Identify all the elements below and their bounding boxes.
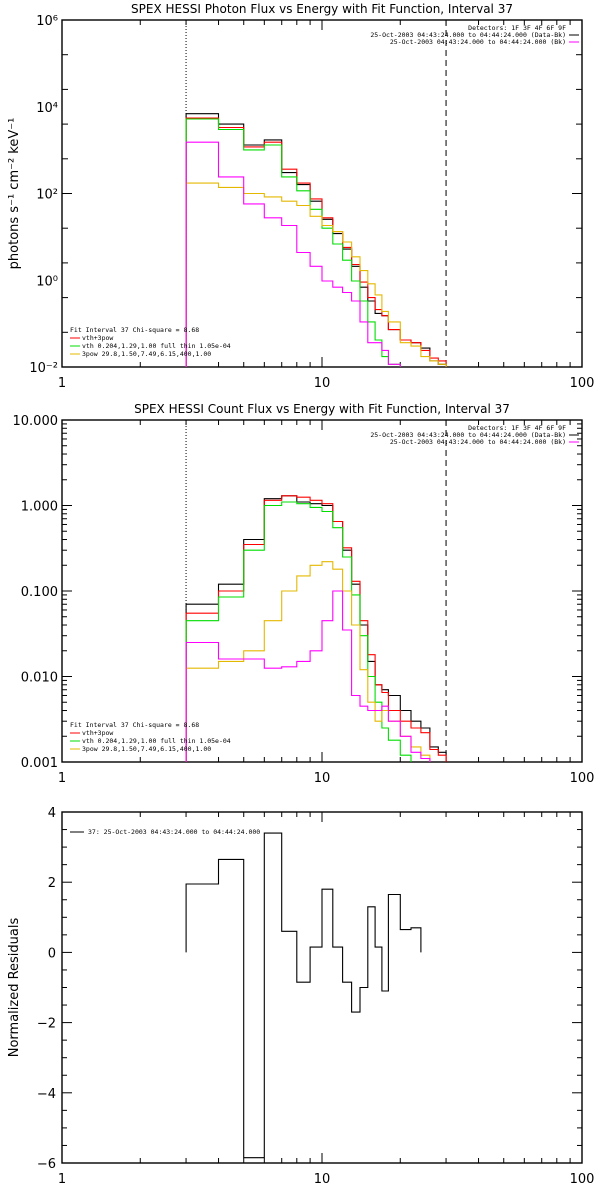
series-group bbox=[185, 495, 447, 762]
x-tick-label: 10 bbox=[314, 376, 331, 391]
y-tick-label: −6 bbox=[37, 1157, 56, 1172]
legend-entry: 37: 25-Oct-2003 04:43:24.000 to 04:44:24… bbox=[88, 828, 260, 836]
legend-entry: Fit Interval 37 Chi-square = 8.68 bbox=[70, 721, 199, 729]
header-line: 25-Oct-2003 04:43:24.000 to 04:44:24.000… bbox=[390, 438, 566, 446]
x-tick-label: 10 bbox=[314, 771, 331, 786]
x-tick-label: 1 bbox=[58, 376, 66, 391]
y-tick-label: 10⁶ bbox=[36, 14, 58, 29]
series-group bbox=[185, 113, 447, 367]
header-line: 25-Oct-2003 04:43:24.000 to 04:44:24.000… bbox=[370, 31, 566, 39]
x-tick-label: 1 bbox=[58, 1172, 66, 1187]
header-line: Detectors: 1F 3F 4F 6F 9F bbox=[468, 424, 566, 432]
count-flux-panel: SPEX HESSI Count Flux vs Energy with Fit… bbox=[13, 402, 595, 786]
background-line bbox=[185, 590, 431, 762]
y-axis-label: Normalized Residuals bbox=[7, 918, 22, 1058]
y-tick-label: 10⁰ bbox=[36, 274, 58, 289]
thermal-component-line bbox=[185, 118, 401, 367]
photon-flux-panel: SPEX HESSI Photon Flux vs Energy with Fi… bbox=[7, 2, 594, 391]
y-tick-label: 10.000 bbox=[13, 414, 59, 429]
chart-title: SPEX HESSI Photon Flux vs Energy with Fi… bbox=[131, 2, 513, 16]
x-tick-label: 10 bbox=[314, 1172, 331, 1187]
y-tick-label: 0 bbox=[48, 946, 56, 961]
legend-entry: 3pow 29.8,1.50,7.49,6.15,400,1.00 bbox=[82, 745, 211, 753]
power-law-component-line bbox=[185, 182, 447, 367]
y-tick-label: 0.001 bbox=[21, 756, 58, 771]
y-tick-label: 0.100 bbox=[21, 585, 58, 600]
chart-title: SPEX HESSI Count Flux vs Energy with Fit… bbox=[134, 402, 510, 416]
x-tick-label: 1 bbox=[58, 771, 66, 786]
y-tick-label: −2 bbox=[37, 1017, 56, 1032]
legend-entry: 3pow 29.8,1.50,7.49,6.15,400,1.00 bbox=[82, 350, 211, 358]
x-tick-label: 100 bbox=[570, 1172, 595, 1187]
y-tick-label: 10² bbox=[36, 188, 58, 203]
model-total-line bbox=[185, 117, 447, 367]
legend-entry: vth+3pow bbox=[82, 334, 113, 342]
y-tick-label: 2 bbox=[48, 876, 56, 891]
y-axis-label: photons s⁻¹ cm⁻² keV⁻¹ bbox=[7, 118, 22, 270]
legend-entry: vth 0.204,1.29,1.00 full thin 1.05e-04 bbox=[82, 737, 231, 745]
legend-entry: vth+3pow bbox=[82, 729, 113, 737]
y-tick-label: 1.000 bbox=[21, 500, 58, 515]
model-total-line bbox=[185, 495, 447, 762]
x-tick-label: 100 bbox=[570, 771, 595, 786]
background-line bbox=[185, 141, 401, 367]
legend-entry: vth 0.204,1.29,1.00 full thin 1.05e-04 bbox=[82, 342, 231, 350]
legend-entry: Fit Interval 37 Chi-square = 8.68 bbox=[70, 326, 199, 334]
series-group bbox=[185, 832, 422, 1159]
thermal-component-line bbox=[185, 501, 412, 762]
y-tick-label: 10⁴ bbox=[36, 101, 58, 116]
x-tick-label: 100 bbox=[570, 376, 595, 391]
data-minus-background-line bbox=[185, 495, 447, 762]
header-line: 25-Oct-2003 04:43:24.000 to 04:44:24.000… bbox=[390, 38, 566, 46]
header-line: Detectors: 1F 3F 4F 6F 9F bbox=[468, 24, 566, 32]
header-line: 25-Oct-2003 04:43:24.000 to 04:44:24.000… bbox=[370, 431, 566, 439]
y-tick-label: −4 bbox=[37, 1087, 56, 1102]
y-tick-label: 0.010 bbox=[21, 671, 58, 686]
y-tick-label: 10⁻² bbox=[29, 361, 58, 376]
y-tick-label: 4 bbox=[48, 806, 56, 821]
residuals-line bbox=[185, 832, 422, 1159]
residuals-panel: 1 10 100 −6 −4 −2 0 2 4 Normalized Residuals 37: 2… bbox=[7, 806, 594, 1187]
